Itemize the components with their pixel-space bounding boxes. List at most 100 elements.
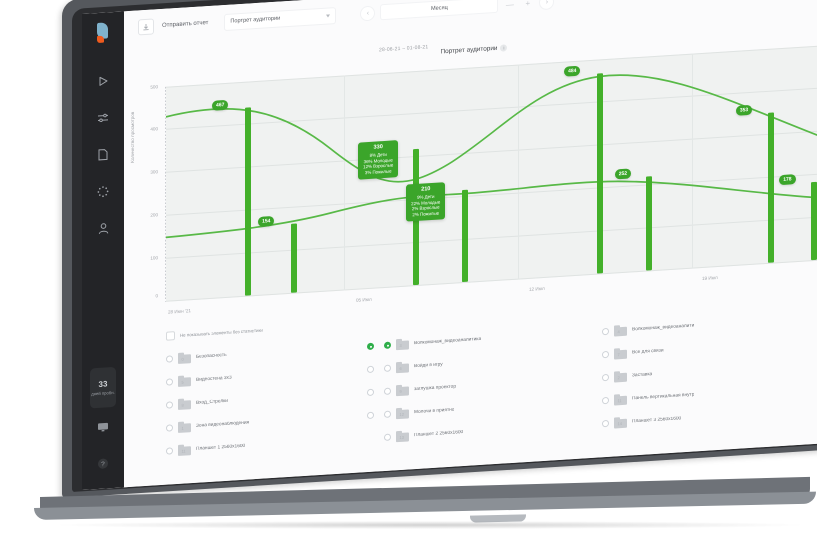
- info-icon[interactable]: i: [500, 44, 508, 52]
- item-label: Планшет 2 2560х1600: [414, 430, 464, 439]
- folder-icon: 8: [178, 398, 191, 410]
- item-label: Молочи в приятно: [414, 407, 455, 416]
- folder-number: 5: [181, 379, 184, 385]
- y-axis-label: Количество просмотров: [130, 111, 135, 163]
- item-label: Волкомонаж_видеоаналити: [632, 323, 695, 333]
- folder-number: 11: [181, 447, 186, 454]
- folder-icon: 11: [178, 444, 191, 456]
- folder-icon: 7: [614, 348, 627, 360]
- folder-number: 4: [617, 328, 620, 334]
- x-tick: 05 Июл: [356, 296, 372, 303]
- folder-icon: 4: [614, 325, 627, 337]
- item-radio[interactable]: [166, 355, 173, 363]
- folder-icon: 14: [614, 417, 627, 429]
- download-icon: [142, 18, 150, 37]
- hide-empty-checkbox[interactable]: [166, 331, 175, 341]
- folder-number: 6: [399, 365, 402, 371]
- legend-column: 4 Волкомонаж_видеоаналити 7 Все для связ…: [602, 307, 810, 435]
- series-line-upper: [166, 74, 817, 183]
- data-point-label[interactable]: 178: [779, 174, 796, 186]
- item-label: Войди в игру: [414, 362, 443, 370]
- dots-circle-icon: [97, 185, 109, 198]
- folder-icon: 0: [178, 352, 191, 364]
- data-point-label[interactable]: 252: [614, 168, 632, 180]
- item-radio[interactable]: [384, 410, 391, 418]
- y-tick: 500: [150, 84, 158, 90]
- nav-sliders[interactable]: [88, 103, 118, 133]
- item-label: заглушка проектор: [414, 384, 456, 393]
- svg-text:?: ?: [101, 461, 105, 468]
- data-bar[interactable]: [291, 223, 298, 293]
- item-radio[interactable]: [166, 378, 173, 386]
- item-radio[interactable]: [166, 447, 173, 455]
- folder-number: 9: [399, 388, 402, 394]
- item-radio[interactable]: [384, 433, 391, 441]
- folder-number: 8: [181, 402, 184, 408]
- report-type-select[interactable]: Портрет аудитории: [224, 6, 337, 31]
- folder-number: 0: [181, 356, 184, 362]
- item-radio-right[interactable]: [367, 365, 374, 374]
- folder-icon: 9: [396, 384, 409, 397]
- download-report-button[interactable]: [138, 18, 154, 37]
- item-radio[interactable]: [166, 401, 173, 409]
- folder-number: 14: [617, 420, 622, 426]
- data-bar[interactable]: [596, 73, 603, 274]
- nav-help[interactable]: ?: [88, 449, 118, 479]
- plot-area: 467 154 484 252 353 178 330 8% Дети 36% …: [166, 45, 817, 302]
- sliders-icon: [97, 112, 109, 124]
- series-line-lower: [166, 180, 817, 239]
- period-increase-button[interactable]: +: [525, 0, 531, 8]
- play-icon: [98, 75, 109, 87]
- item-radio[interactable]: [384, 341, 391, 349]
- nav-account[interactable]: [88, 214, 118, 244]
- item-radio[interactable]: [166, 424, 173, 432]
- x-tick: 12 Июл: [529, 285, 545, 292]
- item-radio[interactable]: [602, 327, 609, 336]
- item-label: Планшет 1 2560х1600: [196, 443, 246, 452]
- series-lines: [166, 74, 817, 239]
- data-bar[interactable]: [244, 107, 251, 296]
- item-radio-right[interactable]: [367, 411, 374, 420]
- x-tick: 19 Июл: [702, 275, 718, 281]
- period-select[interactable]: Месяц: [380, 0, 499, 21]
- next-period-button[interactable]: ›: [539, 0, 555, 10]
- laptop-shadow: [60, 521, 800, 529]
- trial-days: 33: [98, 379, 108, 389]
- nav-widgets[interactable]: [88, 177, 118, 207]
- item-radio-right[interactable]: [367, 342, 374, 351]
- y-tick: 100: [150, 255, 158, 261]
- item-label: Панель вертикальная внутр: [632, 392, 695, 402]
- item-radio[interactable]: [602, 373, 609, 382]
- data-tooltip[interactable]: 330 8% Дети 36% Молодые 12% Взрослые 3% …: [358, 140, 399, 181]
- app-logo[interactable]: [94, 22, 112, 45]
- nav-document[interactable]: [88, 140, 118, 170]
- send-report-label[interactable]: Отправить отчет: [162, 20, 209, 29]
- data-bar[interactable]: [768, 112, 775, 263]
- data-bar[interactable]: [462, 189, 469, 283]
- data-point-label[interactable]: 353: [735, 104, 753, 116]
- item-radio[interactable]: [602, 419, 609, 428]
- document-icon: [98, 148, 108, 161]
- item-radio-right[interactable]: [367, 388, 374, 397]
- screen: 33 дней пробн. ?: [82, 0, 817, 490]
- prev-period-button[interactable]: ‹: [360, 5, 376, 21]
- trial-badge[interactable]: 33 дней пробн.: [90, 366, 116, 409]
- folder-icon: 6: [396, 361, 409, 374]
- item-radio[interactable]: [602, 396, 609, 405]
- item-radio[interactable]: [602, 350, 609, 359]
- item-label: Все для связи: [632, 348, 664, 356]
- y-tick: 200: [150, 212, 158, 218]
- nav-monitor[interactable]: [88, 412, 118, 442]
- item-radio[interactable]: [384, 364, 391, 372]
- nav-play[interactable]: [88, 66, 118, 96]
- data-bar[interactable]: [646, 176, 653, 271]
- data-bar[interactable]: [810, 181, 817, 261]
- period-decrease-button[interactable]: —: [505, 0, 514, 9]
- item-radio[interactable]: [384, 387, 391, 395]
- item-label: Планшет 3 2560х1600: [632, 416, 682, 425]
- toolbar: Отправить отчет Портрет аудитории ‹ Меся…: [124, 0, 817, 46]
- hide-empty-label: Не показывать элементы без статистики: [180, 327, 263, 338]
- legend-column: 0 Безопасность 5 Видеостена 3х3: [166, 335, 374, 463]
- chevron-down-icon: [326, 13, 331, 18]
- data-tooltip[interactable]: 210 9% Дети 22% Молодые 2% Взрослые 2% П…: [406, 182, 446, 222]
